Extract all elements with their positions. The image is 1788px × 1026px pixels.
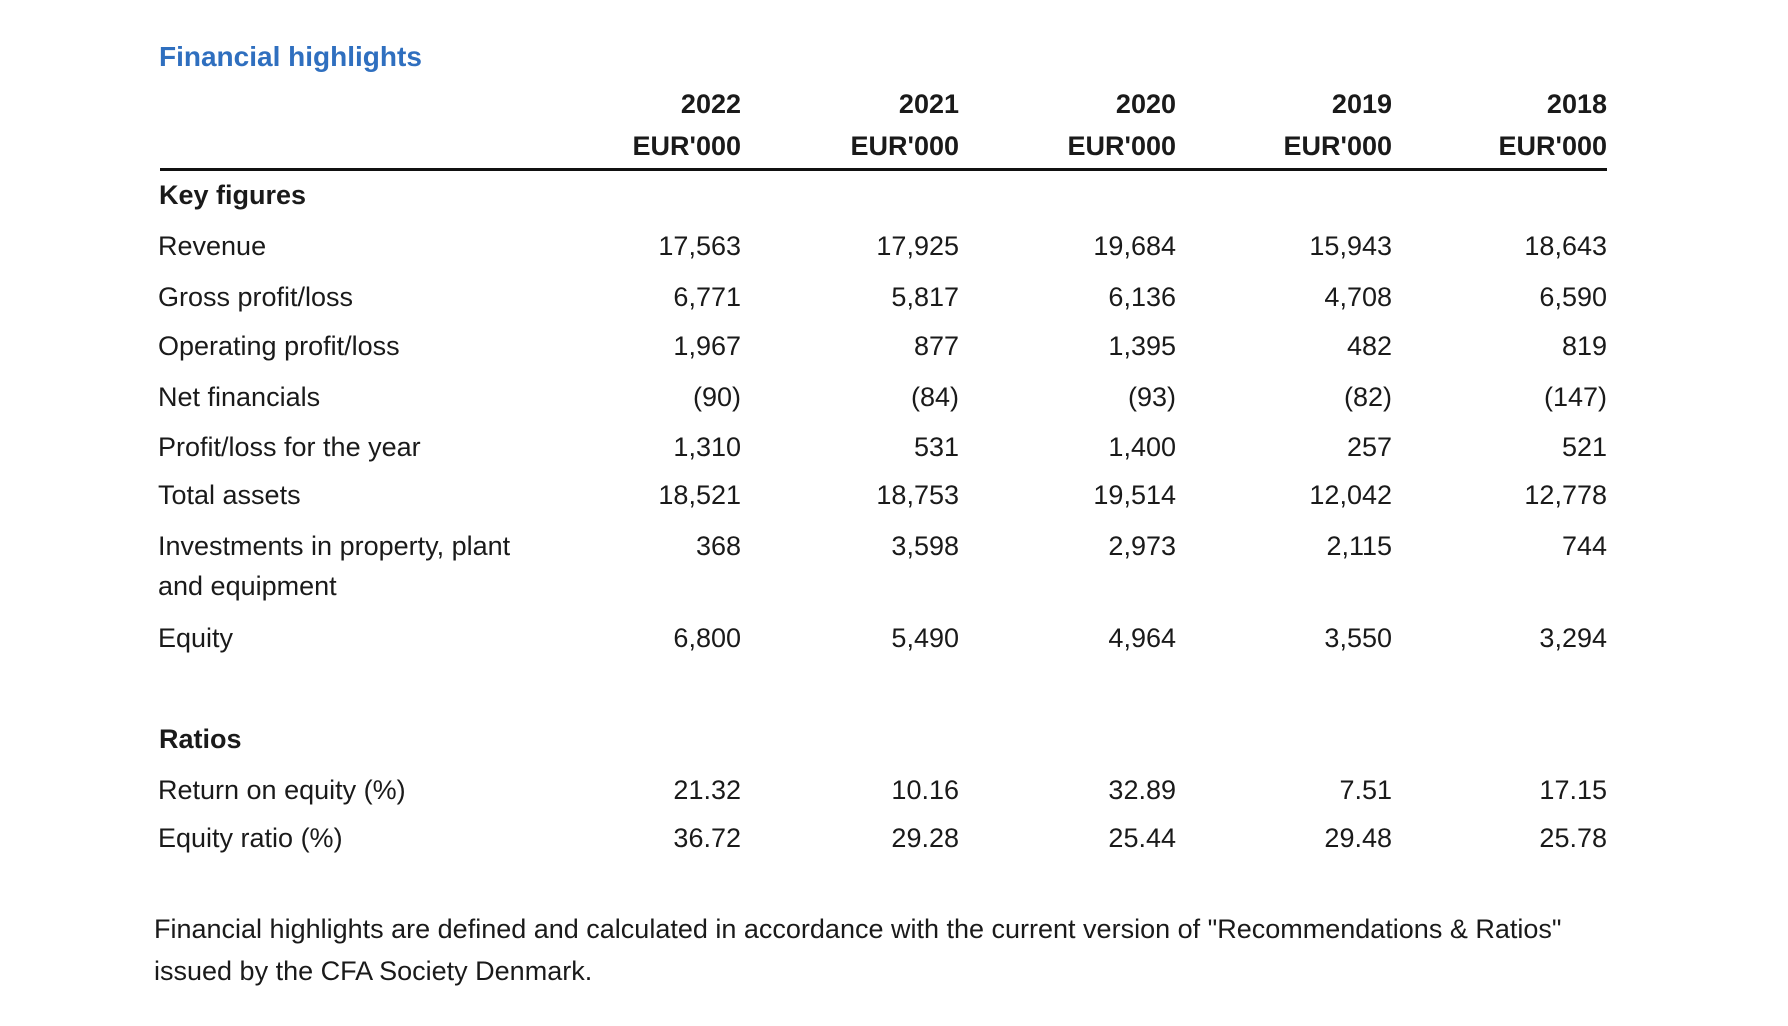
column-year: 2020 bbox=[1115, 89, 1176, 119]
title: Financial highlights bbox=[159, 41, 422, 72]
cell-value: 21.32 bbox=[673, 775, 741, 805]
cell-value: 744 bbox=[1561, 531, 1607, 561]
cell-value: 17,563 bbox=[658, 231, 741, 261]
section-heading: Ratios bbox=[159, 724, 242, 754]
cell-value: 19,684 bbox=[1093, 231, 1176, 261]
cell-value: 17.15 bbox=[1539, 775, 1607, 805]
cell-value: (82) bbox=[1343, 382, 1392, 412]
column-unit: EUR'000 bbox=[1283, 131, 1392, 161]
column-year: 2018 bbox=[1546, 89, 1607, 119]
row-label: Operating profit/loss bbox=[158, 331, 400, 361]
column-unit: EUR'000 bbox=[1067, 131, 1176, 161]
row-label: Equity ratio (%) bbox=[158, 823, 343, 853]
cell-value: 12,778 bbox=[1524, 480, 1607, 510]
column-year: 2022 bbox=[680, 89, 741, 119]
cell-value: 4,708 bbox=[1324, 282, 1392, 312]
cell-value: 18,521 bbox=[658, 480, 741, 510]
column-unit: EUR'000 bbox=[1498, 131, 1607, 161]
cell-value: 4,964 bbox=[1108, 623, 1176, 653]
row-label: Gross profit/loss bbox=[158, 282, 354, 312]
cell-value: 10.16 bbox=[891, 775, 959, 805]
header-rule bbox=[160, 168, 1607, 171]
cell-value: 12,042 bbox=[1309, 480, 1392, 510]
cell-value: 2,115 bbox=[1326, 531, 1392, 561]
column-unit: EUR'000 bbox=[632, 131, 741, 161]
cell-value: 877 bbox=[913, 331, 959, 361]
cell-value: 1,967 bbox=[673, 331, 741, 361]
cell-value: 531 bbox=[913, 432, 959, 462]
row-label: Investments in property, plant and equip… bbox=[158, 531, 511, 601]
cell-value: (147) bbox=[1543, 382, 1607, 412]
row-label: Total assets bbox=[158, 480, 301, 510]
cell-value: 521 bbox=[1561, 432, 1607, 462]
cell-value: 257 bbox=[1346, 432, 1392, 462]
cell-value: 1,400 bbox=[1108, 432, 1176, 462]
cell-value: 1,395 bbox=[1108, 331, 1176, 361]
cell-value: 1,310 bbox=[673, 432, 741, 462]
column-year: 2019 bbox=[1331, 89, 1392, 119]
cell-value: 3,294 bbox=[1539, 623, 1607, 653]
cell-value: 7.51 bbox=[1339, 775, 1392, 805]
column-unit: EUR'000 bbox=[850, 131, 959, 161]
cell-value: 18,643 bbox=[1524, 231, 1607, 261]
cell-value: 6,590 bbox=[1539, 282, 1607, 312]
cell-value: (93) bbox=[1127, 382, 1176, 412]
cell-value: 5,817 bbox=[891, 282, 959, 312]
cell-value: 19,514 bbox=[1093, 480, 1176, 510]
cell-value: 18,753 bbox=[876, 480, 959, 510]
row-label: Profit/loss for the year bbox=[158, 432, 421, 462]
cell-value: (84) bbox=[910, 382, 959, 412]
cell-value: 36.72 bbox=[673, 823, 741, 853]
cell-value: 17,925 bbox=[876, 231, 959, 261]
cell-value: 2,973 bbox=[1108, 531, 1176, 561]
cell-value: 819 bbox=[1561, 331, 1607, 361]
cell-value: 29.28 bbox=[891, 823, 959, 853]
row-label: Equity bbox=[158, 623, 234, 653]
cell-value: 3,550 bbox=[1324, 623, 1392, 653]
cell-value: 25.78 bbox=[1539, 823, 1607, 853]
cell-value: 32.89 bbox=[1108, 775, 1176, 805]
cell-value: 5,490 bbox=[891, 623, 959, 653]
row-label: Revenue bbox=[158, 231, 267, 261]
column-year: 2021 bbox=[898, 89, 959, 119]
cell-value: 6,136 bbox=[1108, 282, 1176, 312]
footnote: Financial highlights are defined and cal… bbox=[154, 914, 1562, 986]
cell-value: 15,943 bbox=[1309, 231, 1392, 261]
cell-value: 368 bbox=[695, 531, 741, 561]
cell-value: 6,800 bbox=[673, 623, 741, 653]
cell-value: (90) bbox=[692, 382, 741, 412]
row-label: Return on equity (%) bbox=[158, 775, 406, 805]
cell-value: 3,598 bbox=[891, 531, 959, 561]
section-heading: Key figures bbox=[159, 180, 307, 210]
cell-value: 25.44 bbox=[1108, 823, 1176, 853]
cell-value: 6,771 bbox=[673, 282, 741, 312]
cell-value: 482 bbox=[1346, 331, 1392, 361]
row-label: Net financials bbox=[158, 382, 321, 412]
cell-value: 29.48 bbox=[1324, 823, 1392, 853]
